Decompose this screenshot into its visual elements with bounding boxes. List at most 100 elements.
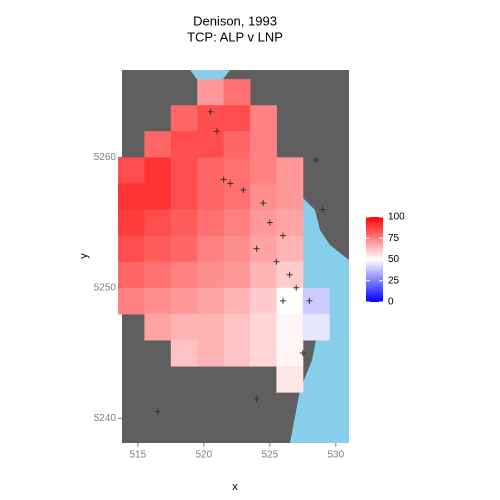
x-tick-label: 520 [195,450,212,461]
x-tick-label: 515 [129,450,146,461]
legend-label: 0 [388,297,394,308]
y-tick-label: 5260 [94,152,117,163]
raster-cell [118,209,145,237]
raster-cell [144,183,172,211]
raster-cell [223,235,251,263]
raster-cell [250,157,277,184]
raster-cell [144,157,172,184]
raster-cell [170,157,198,184]
raster-cell [223,313,251,341]
raster-cell [170,313,198,341]
raster-cell [197,339,225,367]
polling-place [154,408,161,415]
raster-cell [250,105,277,132]
raster-cell [223,183,251,211]
raster-cell [144,209,172,237]
raster-cell [197,131,225,158]
polling-place [207,108,214,115]
raster-cell [118,287,145,315]
raster-cell [276,313,304,341]
raster-cell [144,287,172,315]
raster-cell [197,235,225,263]
raster-cell [223,287,251,315]
raster-cell [223,339,251,367]
x-tick-label: 530 [327,450,344,461]
raster-cell [223,157,251,184]
raster-cell [250,183,277,211]
polling-place [253,245,260,252]
raster-cell [144,313,172,341]
raster-cell [197,209,225,237]
raster-cell [250,261,277,289]
raster-cell [223,261,251,289]
raster-cell [250,313,277,341]
polling-place [293,284,300,291]
raster-cell [276,209,304,237]
polling-place [313,156,320,163]
raster-cell [223,209,251,237]
y-tick-label: 5240 [94,413,117,424]
raster-cell [170,131,198,158]
polling-place [220,176,227,183]
polling-place [227,180,234,187]
raster-cell [118,261,145,289]
raster-cell [170,261,198,289]
polling-place [273,258,280,265]
raster-cell [223,131,251,158]
colorbar [366,217,383,302]
raster-cell [250,339,277,367]
raster-cell [250,209,277,237]
raster-cell [170,209,198,237]
raster-cell [144,261,172,289]
raster-cell [197,183,225,211]
polling-place [240,186,247,193]
raster-cell [197,157,225,184]
x-axis-title: x [232,481,238,493]
raster-cell [170,235,198,263]
raster-cell [144,131,172,158]
raster-cell [170,183,198,211]
polling-place [280,232,287,239]
raster-cell [197,313,225,341]
raster-cell [250,131,277,158]
raster-cell [144,235,172,263]
raster-cell [276,339,304,367]
raster-cell [118,183,145,211]
legend-label: 50 [388,254,400,265]
chart-subtitle: TCP: ALP v LNP [187,29,283,44]
raster-cell [170,339,198,367]
polling-place [306,297,313,304]
raster-cell [223,79,251,106]
raster-cell [118,235,145,263]
raster-cell [250,287,277,315]
legend-label: 25 [388,275,400,286]
polling-place [214,128,221,135]
raster [118,79,330,393]
polling-place [319,206,326,213]
x-tick-label: 525 [261,450,278,461]
water [190,70,349,443]
raster-cell [170,105,198,132]
polling-place [280,297,287,304]
raster-cell [302,313,330,341]
raster-cell [276,157,304,184]
polling-place [260,200,267,207]
y-tick-label: 5250 [94,282,117,293]
legend-label: 75 [388,233,400,244]
raster-cell [276,366,304,393]
raster-cell [197,261,225,289]
polling-place [266,219,273,226]
raster-cell [197,79,225,106]
legend-label: 100 [388,212,405,223]
raster-cell [197,287,225,315]
raster-cell [276,183,304,211]
raster-cell [118,157,145,184]
raster-cell [170,287,198,315]
polling-place [286,271,293,278]
polling-place [299,350,306,357]
chart-title: Denison, 1993 [193,13,277,28]
y-axis-title: y [78,253,90,259]
raster-cell [223,105,251,132]
